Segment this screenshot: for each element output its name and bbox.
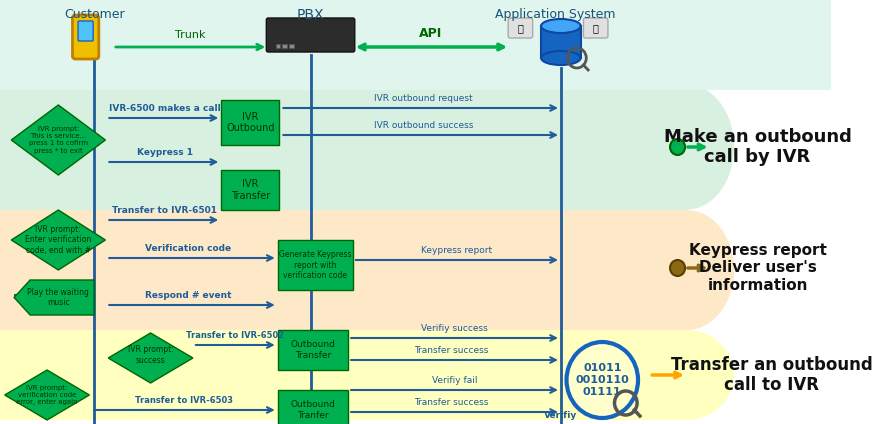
Text: IVR
Transfer: IVR Transfer [230, 179, 270, 201]
Text: Application System: Application System [495, 8, 615, 21]
Text: IVR prompt:
verification code
error, enter again: IVR prompt: verification code error, ent… [16, 385, 78, 405]
Text: Verification code: Verification code [145, 244, 231, 253]
Text: IVR outbound success: IVR outbound success [374, 121, 473, 130]
FancyBboxPatch shape [0, 0, 831, 90]
Text: API: API [419, 27, 442, 40]
FancyBboxPatch shape [0, 330, 687, 420]
Polygon shape [109, 333, 192, 383]
Text: Outbound
Transfer: Outbound Transfer [291, 340, 336, 360]
FancyBboxPatch shape [275, 44, 281, 48]
Text: IVR outbound request: IVR outbound request [374, 94, 472, 103]
Text: 📊: 📊 [517, 23, 524, 33]
Ellipse shape [541, 19, 581, 33]
Circle shape [670, 139, 685, 155]
FancyBboxPatch shape [584, 18, 608, 38]
Text: Transfer to IVR-6503: Transfer to IVR-6503 [134, 396, 232, 405]
Text: Make an outbound
call by IVR: Make an outbound call by IVR [664, 128, 851, 166]
FancyBboxPatch shape [289, 44, 294, 48]
Text: Verifiy: Verifiy [544, 411, 577, 420]
Text: Play the waiting
music: Play the waiting music [27, 288, 89, 307]
Ellipse shape [640, 84, 734, 209]
Text: IVR
Outbound: IVR Outbound [226, 112, 275, 133]
Text: IVR prompt:
success: IVR prompt: success [128, 345, 173, 365]
Text: Outbound
Tranfer: Outbound Tranfer [291, 400, 336, 420]
Text: Generate Keypress
report with
verification code: Generate Keypress report with verificati… [279, 250, 351, 280]
Text: Trunk: Trunk [175, 30, 206, 40]
Ellipse shape [541, 51, 581, 65]
FancyBboxPatch shape [541, 26, 581, 58]
Text: Keypress report: Keypress report [421, 246, 492, 255]
Text: Keypress report
Deliver user's
information: Keypress report Deliver user's informati… [689, 243, 826, 293]
FancyBboxPatch shape [72, 15, 99, 59]
FancyBboxPatch shape [283, 44, 287, 48]
FancyBboxPatch shape [267, 18, 355, 52]
FancyBboxPatch shape [509, 18, 532, 38]
Text: Transfer success: Transfer success [414, 346, 489, 355]
Text: Verifiy fail: Verifiy fail [432, 376, 478, 385]
Text: Transfer to IVR-6501: Transfer to IVR-6501 [112, 206, 217, 215]
Polygon shape [14, 280, 94, 315]
FancyBboxPatch shape [221, 100, 280, 145]
Polygon shape [4, 370, 89, 420]
Ellipse shape [640, 330, 734, 420]
Text: Respond # event: Respond # event [145, 291, 231, 300]
FancyBboxPatch shape [277, 240, 353, 290]
FancyBboxPatch shape [0, 85, 687, 210]
Circle shape [567, 342, 638, 418]
Text: Keypress 1: Keypress 1 [137, 148, 192, 157]
FancyBboxPatch shape [78, 21, 94, 41]
FancyBboxPatch shape [0, 210, 687, 330]
FancyBboxPatch shape [221, 170, 280, 210]
Circle shape [670, 260, 685, 276]
Polygon shape [11, 105, 105, 175]
Text: IVR-6500 makes a call: IVR-6500 makes a call [109, 104, 221, 113]
Text: 🕐: 🕐 [592, 23, 599, 33]
Text: Transfer an outbound
call to IVR: Transfer an outbound call to IVR [671, 356, 872, 394]
Text: 01011
0010110
01111: 01011 0010110 01111 [576, 363, 630, 396]
FancyBboxPatch shape [277, 390, 348, 424]
Text: Customer: Customer [64, 8, 125, 21]
Ellipse shape [640, 210, 734, 330]
Text: Transfer to IVR-6502: Transfer to IVR-6502 [186, 331, 284, 340]
FancyBboxPatch shape [277, 330, 348, 370]
Text: Verifiy success: Verifiy success [421, 324, 488, 333]
Text: PBX: PBX [297, 8, 324, 22]
Text: IVR prompt:
Enter verification
code, end with #: IVR prompt: Enter verification code, end… [25, 225, 92, 255]
Text: Transfer success: Transfer success [414, 398, 489, 407]
Text: IVR prompt:
This is service...
press 1 to cofirm
press * to exit: IVR prompt: This is service... press 1 t… [29, 126, 87, 153]
Polygon shape [11, 210, 105, 270]
